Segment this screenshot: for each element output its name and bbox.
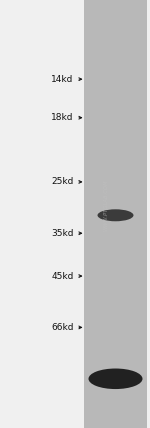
Text: 18kd: 18kd [51, 113, 82, 122]
Text: WWW.PTGLAB.COM: WWW.PTGLAB.COM [103, 180, 109, 231]
Ellipse shape [98, 209, 134, 221]
Text: 45kd: 45kd [51, 271, 82, 281]
Text: 35kd: 35kd [51, 229, 82, 238]
Text: 14kd: 14kd [51, 74, 82, 84]
Bar [84, 0, 147, 428]
Ellipse shape [88, 369, 142, 389]
Text: 66kd: 66kd [51, 323, 82, 332]
Text: 25kd: 25kd [51, 177, 82, 187]
